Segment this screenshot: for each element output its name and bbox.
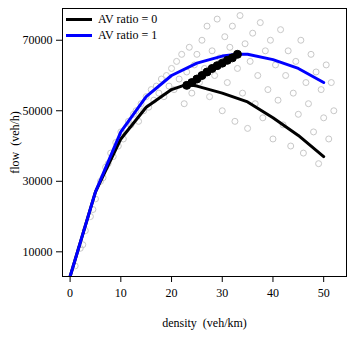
svg-text:10000: 10000 (23, 245, 53, 259)
svg-text:0: 0 (67, 286, 73, 300)
svg-text:density (veh/km): density (veh/km) (162, 316, 247, 330)
svg-text:flow (veh/h): flow (veh/h) (8, 111, 22, 174)
svg-text:20: 20 (166, 286, 178, 300)
svg-text:40: 40 (267, 286, 279, 300)
html-text:AV ratio = 1: AV ratio = 1 (98, 28, 158, 42)
html-text:AV ratio = 0: AV ratio = 0 (98, 12, 158, 26)
svg-text:50000: 50000 (23, 104, 53, 118)
svg-text:30000: 30000 (23, 174, 53, 188)
svg-text:70000: 70000 (23, 33, 53, 47)
svg-text:30: 30 (216, 286, 228, 300)
svg-text:10: 10 (115, 286, 127, 300)
svg-text:50: 50 (318, 286, 330, 300)
